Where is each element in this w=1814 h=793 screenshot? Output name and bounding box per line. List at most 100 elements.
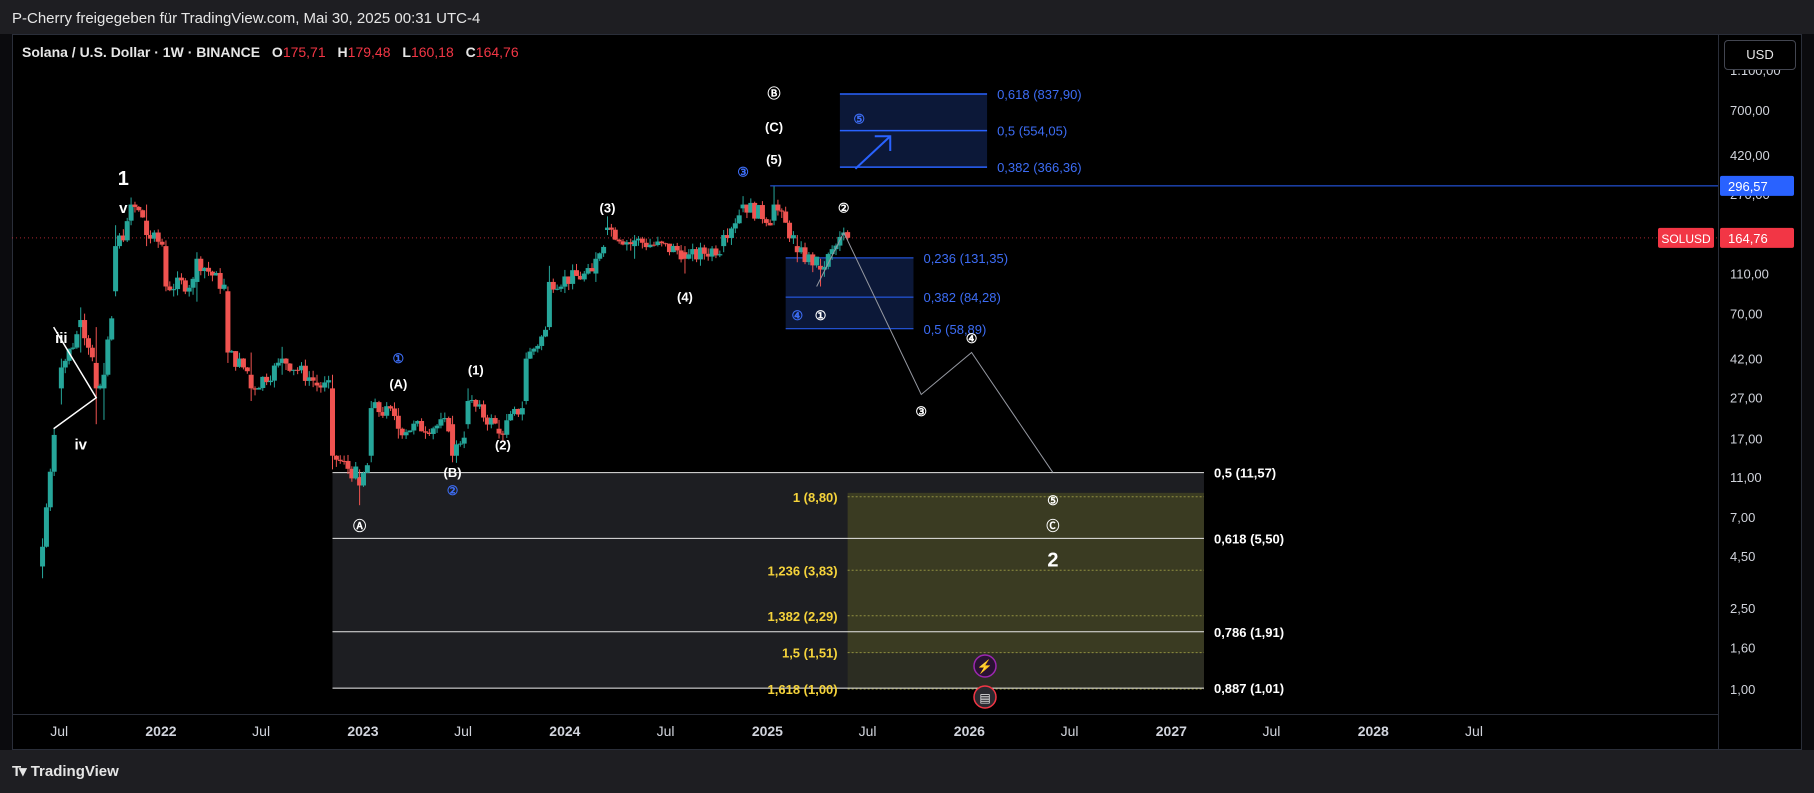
candle-body: [43, 507, 49, 547]
wave-label: Ⓑ: [768, 86, 781, 101]
candle-body: [597, 253, 603, 259]
candle-body: [337, 459, 343, 461]
candle-body: [841, 232, 847, 236]
candle-body: [229, 351, 235, 353]
candle-body: [554, 288, 560, 290]
candle-body: [810, 254, 816, 266]
candle-body: [457, 443, 463, 445]
candle-body: [709, 248, 715, 257]
wave-label: (B): [444, 465, 462, 480]
candle-body: [124, 221, 130, 241]
candle-body: [264, 376, 270, 383]
wave-label: (1): [468, 363, 484, 378]
candle-body: [136, 206, 142, 211]
candle-body: [360, 472, 366, 486]
fib-blue-label: 0,5 (58,89): [923, 322, 986, 337]
candle-body: [62, 360, 68, 368]
candle-body: [659, 241, 665, 244]
candle-body: [113, 246, 119, 292]
candle-body: [159, 241, 165, 245]
x-tick-label: 2028: [1358, 723, 1389, 739]
candle-body: [89, 347, 95, 358]
candle-body: [713, 248, 719, 256]
candle-body: [763, 219, 769, 223]
candle-body: [666, 243, 672, 253]
candle-body: [651, 244, 657, 246]
candle-body: [461, 437, 467, 444]
candle-body: [186, 287, 192, 292]
candle-body: [566, 276, 572, 284]
candle-body: [329, 388, 335, 456]
candle-body: [426, 432, 432, 434]
candle-body: [116, 235, 122, 247]
currency-label: USD: [1746, 47, 1774, 62]
y-tick-label: 700,00: [1730, 103, 1770, 118]
candle-body: [40, 546, 46, 567]
candle-body: [144, 220, 150, 236]
candle-body: [407, 430, 413, 433]
candle-body: [438, 419, 444, 426]
candle-body: [635, 238, 641, 241]
candle-body: [376, 402, 382, 413]
candle-body: [705, 253, 711, 257]
candle-body: [798, 247, 804, 253]
price-tag-value: 164,76: [1728, 231, 1768, 246]
open-label: O: [271, 44, 283, 60]
header-title: P-Cherry freigegeben für TradingView.com…: [12, 10, 481, 27]
candle-body: [225, 291, 231, 353]
candle-body: [198, 258, 204, 272]
candle-body: [233, 351, 239, 367]
candle-body: [372, 402, 378, 409]
candle-body: [496, 428, 502, 434]
wave-label: ⑤: [853, 112, 865, 127]
y-tick-label: 17,00: [1730, 432, 1763, 447]
candle-body: [481, 404, 487, 418]
candle-body: [759, 205, 765, 220]
wave-label: iv: [74, 437, 87, 454]
target-arrow: [854, 135, 891, 170]
candle-body: [721, 235, 727, 247]
candle-body: [248, 374, 254, 389]
candle-body: [51, 434, 57, 472]
candle-body: [194, 258, 200, 282]
candle-body: [512, 408, 518, 414]
candle-body: [78, 320, 84, 328]
y-tick-label: 1,00: [1730, 682, 1755, 697]
candle-body: [349, 468, 355, 479]
candle-body: [546, 281, 552, 328]
high-value: 179,48: [347, 44, 391, 60]
fib-box-yellow-low: [847, 653, 1204, 689]
price-tag-box: [1720, 175, 1794, 196]
candle-body: [306, 377, 312, 381]
currency-button[interactable]: USD: [1724, 40, 1796, 70]
close-label: C: [465, 44, 476, 60]
candle-body: [593, 258, 599, 274]
candle-body: [574, 270, 580, 276]
candle-body: [686, 254, 692, 259]
tradingview-logo[interactable]: T▾ TradingView: [12, 762, 119, 780]
symbol-tag-label: SOLUSD: [1661, 232, 1711, 246]
candle-body: [70, 347, 76, 349]
candle-body: [570, 270, 576, 284]
candle-body: [717, 254, 723, 256]
candle-body: [66, 348, 72, 361]
candle-body: [790, 235, 796, 239]
y-tick-label: 420,00: [1730, 148, 1770, 163]
candle-body: [531, 348, 537, 352]
wave-label: ②: [838, 200, 850, 215]
candle-body: [678, 250, 684, 260]
fib-yellow-label: 1,5 (1,51): [782, 646, 838, 661]
candle-body: [419, 420, 425, 432]
candle-body: [287, 363, 293, 371]
fib-yellow-label: 1,382 (2,29): [768, 609, 838, 624]
candle-body: [213, 272, 219, 276]
candle-body: [190, 278, 196, 288]
candle-body: [341, 460, 347, 462]
candle-body: [120, 235, 126, 241]
candle-body: [604, 227, 610, 230]
candle-body: [314, 382, 320, 386]
footer-bar: T▾ TradingView: [0, 750, 1814, 793]
candle-body: [384, 406, 390, 416]
x-tick-label: 2023: [347, 723, 378, 739]
